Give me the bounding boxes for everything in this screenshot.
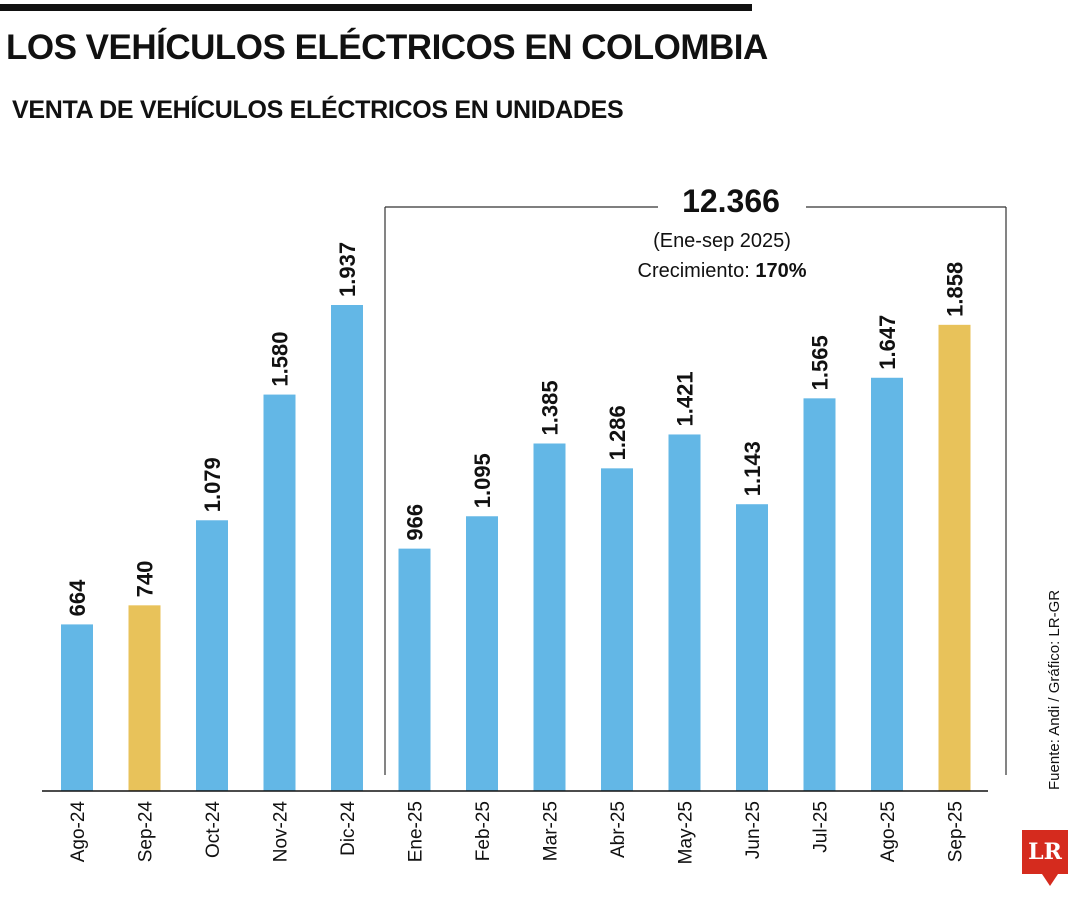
callout-growth-label: Crecimiento:: [638, 260, 756, 282]
bar-abr-25: [601, 468, 633, 791]
value-label-feb-25: 1.095: [470, 453, 495, 508]
value-label-ago-25: 1.647: [875, 315, 900, 370]
callout-growth: Crecimiento: 170%: [638, 260, 807, 282]
callout-total: 12.366: [682, 183, 780, 219]
bar-oct-24: [196, 520, 228, 791]
bar-nov-24: [263, 394, 296, 791]
value-label-abr-25: 1.286: [605, 405, 630, 460]
callout-growth-value: 170%: [755, 260, 806, 282]
bar-ago-25: [871, 377, 903, 791]
value-label-oct-24: 1.079: [200, 457, 225, 512]
bar-jul-25: [803, 398, 836, 791]
tick-label-jun-25: Jun-25: [743, 801, 764, 859]
value-label-ene-25: 966: [403, 504, 428, 541]
lr-logo-tail: [1042, 874, 1058, 886]
tick-label-abr-25: Abr-25: [608, 801, 629, 858]
bars-layer: [61, 305, 971, 791]
tick-label-feb-25: Feb-25: [473, 801, 494, 861]
bar-sep-25: [938, 324, 971, 791]
bar-ene-25: [398, 548, 431, 791]
top-rule: [0, 4, 752, 11]
value-label-may-25: 1.421: [673, 371, 698, 426]
value-label-jun-25: 1.143: [740, 441, 765, 496]
tick-label-oct-24: Oct-24: [203, 801, 224, 858]
source-credit: Fuente: Andi / Gráfico: LR-GR: [1046, 589, 1063, 790]
value-labels-layer: 664 740 1.079 1.580 1.937 966 1.095 1.385 1.286 1…: [65, 242, 968, 616]
bar-ago-24: [61, 624, 93, 791]
bar-dic-24: [331, 305, 363, 791]
value-label-dic-24: 1.937: [335, 242, 360, 297]
bar-mar-25: [533, 443, 566, 791]
tick-label-ago-24: Ago-24: [68, 801, 89, 863]
bar-sep-24: [128, 605, 161, 791]
tick-label-jul-25: Jul-25: [811, 801, 832, 853]
chart-subtitle: VENTA DE VEHÍCULOS ELÉCTRICOS EN UNIDADE…: [12, 96, 624, 124]
bar-feb-25: [466, 516, 498, 791]
value-label-sep-25: 1.858: [943, 262, 968, 317]
period-bracket: [384, 206, 1007, 775]
tick-label-sep-24: Sep-24: [136, 801, 157, 863]
tick-label-nov-24: Nov-24: [271, 801, 292, 863]
tick-label-dic-24: Dic-24: [338, 801, 359, 856]
tick-label-may-25: May-25: [676, 801, 697, 864]
value-label-nov-24: 1.580: [268, 332, 293, 387]
tick-label-ago-25: Ago-25: [878, 801, 899, 862]
lr-logo: LR: [1022, 830, 1068, 874]
value-label-mar-25: 1.385: [538, 380, 563, 435]
bar-jun-25: [736, 504, 768, 791]
tick-labels-layer: Ago-24 Sep-24 Oct-24 Nov-24 Dic-24 Ene-25 Feb-…: [68, 801, 967, 865]
callout-period: (Ene-sep 2025): [653, 230, 791, 252]
value-label-sep-24: 740: [133, 561, 158, 598]
tick-label-sep-25: Sep-25: [946, 801, 967, 862]
bar-may-25: [668, 434, 701, 791]
tick-label-mar-25: Mar-25: [541, 801, 562, 861]
value-label-jul-25: 1.565: [808, 335, 833, 390]
page-title: LOS VEHÍCULOS ELÉCTRICOS EN COLOMBIA: [6, 28, 768, 67]
tick-label-ene-25: Ene-25: [406, 801, 427, 862]
value-label-ago-24: 664: [65, 579, 90, 616]
